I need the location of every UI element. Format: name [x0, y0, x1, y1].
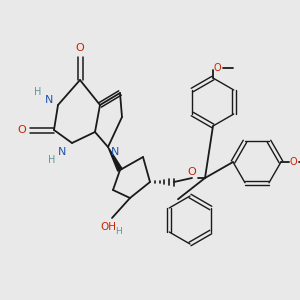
- Text: O: O: [213, 63, 221, 73]
- Text: N: N: [58, 147, 66, 157]
- Text: H: H: [116, 227, 122, 236]
- Text: O: O: [18, 125, 26, 135]
- Text: O: O: [188, 167, 196, 177]
- Text: OH: OH: [100, 222, 116, 232]
- Text: H: H: [48, 155, 56, 165]
- Text: H: H: [34, 87, 42, 97]
- Polygon shape: [108, 147, 122, 171]
- Text: O: O: [289, 157, 297, 167]
- Text: O: O: [76, 43, 84, 53]
- Text: N: N: [111, 147, 119, 157]
- Text: N: N: [45, 95, 53, 105]
